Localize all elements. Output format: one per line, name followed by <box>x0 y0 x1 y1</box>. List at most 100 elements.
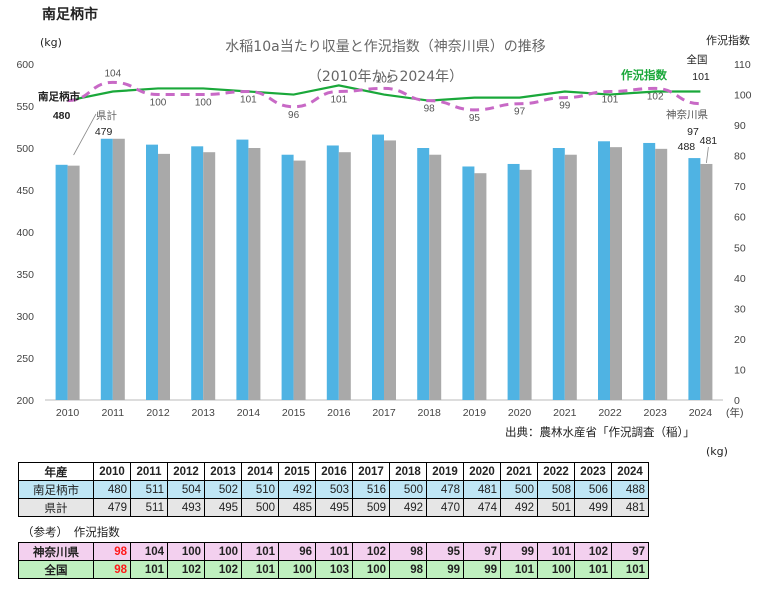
table-header-year: 2022 <box>537 462 575 481</box>
y-tick-label: 600 <box>16 59 34 71</box>
table-header-year: 2023 <box>574 462 612 481</box>
index-cell: 102 <box>167 560 205 579</box>
x-tick-label: 2023 <box>644 407 668 419</box>
bar-minami <box>372 134 384 400</box>
page-title: 南足柄市 <box>42 7 98 23</box>
y-tick-label: 400 <box>16 227 34 239</box>
annotation-sakkyo-label: 作況指数 <box>621 68 667 82</box>
chart-title: 水稲10a当たり収量と作況指数（神奈川県）の推移 <box>225 39 546 55</box>
table-header-year: 2012 <box>167 462 205 481</box>
bar-minami <box>507 163 520 400</box>
annotation-ken-leader <box>73 113 97 156</box>
table-header-year: 2017 <box>352 462 390 481</box>
bar-minami <box>688 158 701 400</box>
annotation-ken-2024-leader <box>706 146 709 164</box>
annotation-ken-2024: 481 <box>700 135 718 147</box>
index-cell: 98 <box>389 542 427 561</box>
y-tick-label: 300 <box>16 311 34 323</box>
bar-ken <box>610 147 622 400</box>
index-cell: 100 <box>167 542 205 561</box>
y2-tick-label: 90 <box>734 120 746 132</box>
table-cell: 474 <box>463 498 501 517</box>
index-cell: 96 <box>278 542 316 561</box>
table-header-year: 2020 <box>463 462 501 481</box>
x-tick-label: 2012 <box>146 407 170 419</box>
x-tick-label: 2016 <box>327 407 351 419</box>
index-cell: 102 <box>204 560 242 579</box>
x-tick-label: 2013 <box>192 407 216 419</box>
index-cell: 98 <box>389 560 427 579</box>
y-tick-label: 350 <box>16 269 34 281</box>
index-cell: 100 <box>278 560 316 579</box>
x-tick-label: 2022 <box>598 407 622 419</box>
kanagawa-data-label: 102 <box>647 91 664 102</box>
index-row-label: 全国 <box>18 560 94 579</box>
table-cell: 511 <box>130 498 168 517</box>
x-tick-label: 2018 <box>418 407 442 419</box>
index-cell: 100 <box>537 560 575 579</box>
table-row: 南足柄市 480 511 504 502 510 492 503 516 500 478 481 500… <box>18 480 649 499</box>
x-tick-label: 2020 <box>508 407 532 419</box>
table-header-year: 2010 <box>93 462 131 481</box>
table-unit: (kg) <box>706 445 728 458</box>
kanagawa-data-label: 98 <box>424 104 436 115</box>
annotation-minami-value: 480 <box>53 110 71 122</box>
bar-ken <box>519 169 532 400</box>
index-table: 神奈川県 98 104 100 100 101 96 101 102 98 95 97 99 101 102… <box>18 542 649 579</box>
table-cell: 481 <box>463 480 501 499</box>
bar-ken <box>700 163 713 400</box>
x-tick-label: 2017 <box>372 407 396 419</box>
bar-minami <box>462 166 475 400</box>
table-cell: 479 <box>93 498 131 517</box>
bar-ken <box>564 154 577 400</box>
index-cell: 101 <box>537 542 575 561</box>
index-cell: 103 <box>315 560 353 579</box>
bar-ken <box>293 160 306 400</box>
index-cell: 99 <box>500 542 538 561</box>
line-kanagawa <box>67 80 701 112</box>
index-cell: 102 <box>352 542 390 561</box>
index-cell: 98 <box>93 542 131 561</box>
table-header-year: 2015 <box>278 462 316 481</box>
chart-subtitle: （2010年から2024年） <box>307 69 464 85</box>
bar-ken <box>338 152 351 400</box>
annotation-national-value: 101 <box>692 71 710 83</box>
bar-ken <box>67 165 80 400</box>
x-tick-label: 2015 <box>282 407 306 419</box>
table-cell: 495 <box>315 498 353 517</box>
table-cell: 481 <box>611 498 649 517</box>
x-axis-unit: (年) <box>726 406 744 419</box>
reference-note: （参考） 作況指数 <box>22 527 120 539</box>
table-cell: 480 <box>93 480 131 499</box>
table-cell: 506 <box>574 480 612 499</box>
index-cell: 101 <box>130 560 168 579</box>
table-cell: 500 <box>389 480 427 499</box>
bar-ken <box>474 173 487 400</box>
table-cell: 495 <box>204 498 242 517</box>
index-cell: 98 <box>93 560 131 579</box>
table-cell: 516 <box>352 480 390 499</box>
y2-tick-label: 50 <box>734 242 746 254</box>
table-cell: 485 <box>278 498 316 517</box>
table-cell: 510 <box>241 480 279 499</box>
bar-ken <box>158 153 170 400</box>
table-header-year: 2014 <box>241 462 279 481</box>
bar-minami <box>55 164 68 400</box>
y2-tick-label: 40 <box>734 273 746 285</box>
table-cell: 500 <box>241 498 279 517</box>
index-cell: 104 <box>130 542 168 561</box>
bar-ken <box>655 148 668 400</box>
bar-minami <box>191 146 204 400</box>
kanagawa-data-label: 101 <box>602 94 619 105</box>
y2-tick-label: 70 <box>734 181 746 193</box>
y2-tick-label: 110 <box>734 59 751 71</box>
table-header-row: 年産 2010 2011 2012 2013 2014 2015 2016 2017 2018 20… <box>18 462 649 481</box>
index-cell: 99 <box>463 560 501 579</box>
table-header-year: 2018 <box>389 462 427 481</box>
y-tick-label: 500 <box>16 143 34 155</box>
table-cell: 492 <box>389 498 427 517</box>
y-tick-label: 250 <box>16 353 34 365</box>
index-cell: 101 <box>315 542 353 561</box>
index-cell: 101 <box>241 560 279 579</box>
kanagawa-data-label: 100 <box>195 98 212 109</box>
